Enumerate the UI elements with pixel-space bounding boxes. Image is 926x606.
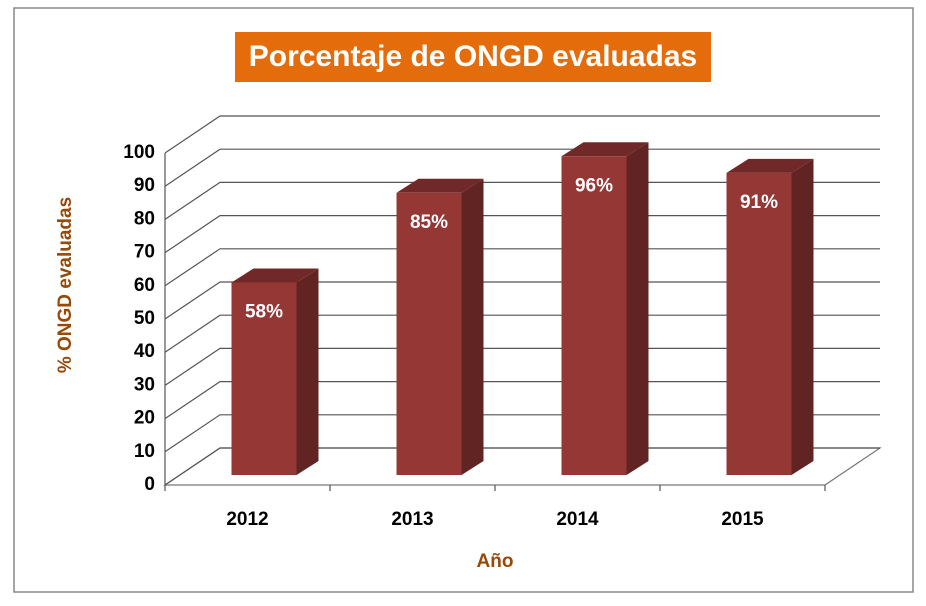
bar-side	[461, 178, 484, 476]
x-tick-label: 2013	[391, 509, 433, 530]
y-tick-label: 50	[134, 308, 155, 329]
bar-side	[296, 268, 319, 475]
y-tick-label: 20	[134, 408, 155, 429]
bar-top	[726, 158, 814, 173]
grid-line	[164, 115, 880, 154]
y-tick-label: 90	[134, 175, 155, 196]
grid-line	[164, 148, 880, 187]
bar-side	[626, 142, 649, 475]
chart-title: Porcentaje de ONGD evaluadas	[249, 40, 698, 73]
x-tick-label: 2012	[226, 509, 268, 530]
y-tick-label: 10	[134, 441, 155, 462]
bar-top	[396, 178, 484, 193]
x-tick-label: 2014	[556, 509, 599, 530]
bar-top	[231, 268, 319, 283]
grid-line	[164, 281, 880, 320]
value-label: 96%	[575, 175, 613, 196]
grid-line	[164, 248, 880, 287]
grid-line	[164, 447, 880, 486]
bar	[231, 282, 297, 475]
grid-line	[164, 314, 880, 353]
value-label: 91%	[740, 192, 778, 213]
x-tick-label: 2015	[721, 509, 764, 530]
grid-line	[164, 381, 880, 420]
y-tick-label: 0	[144, 474, 155, 495]
grid-line	[164, 181, 880, 220]
x-axis-label: Año	[477, 551, 514, 572]
grid-line	[164, 347, 880, 386]
value-label: 85%	[410, 212, 448, 233]
grid-line	[164, 414, 880, 453]
bar	[726, 172, 792, 475]
y-tick-label: 100	[123, 142, 155, 163]
bar-top	[561, 142, 649, 157]
y-tick-label: 70	[134, 242, 155, 263]
y-tick-label: 80	[134, 208, 155, 229]
y-tick-label: 40	[134, 341, 155, 362]
bar-side	[791, 158, 814, 475]
bar	[561, 156, 627, 475]
grid-line	[164, 215, 880, 254]
value-label: 58%	[245, 301, 283, 322]
y-axis-label: % ONGD evaluadas	[55, 197, 76, 373]
y-tick-label: 30	[134, 374, 155, 395]
title-box	[235, 32, 711, 82]
y-tick-label: 60	[134, 275, 155, 296]
bar	[396, 192, 462, 476]
